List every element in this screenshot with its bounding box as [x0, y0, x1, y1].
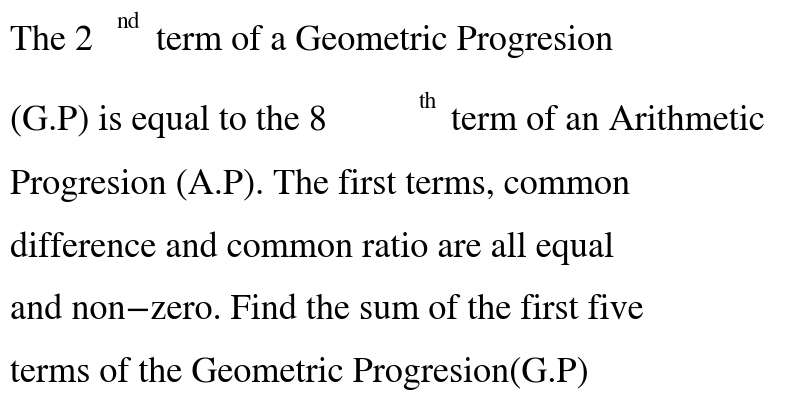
Text: Progresion (A.P). The first terms, common: Progresion (A.P). The first terms, commo… — [10, 169, 630, 202]
Text: term of a Geometric Progresion: term of a Geometric Progresion — [147, 25, 614, 58]
Text: terms of the Geometric Progresion(G.P): terms of the Geometric Progresion(G.P) — [10, 357, 588, 390]
Text: difference and common ratio are all equal: difference and common ratio are all equa… — [10, 232, 614, 265]
Text: (G.P) is equal to the 8: (G.P) is equal to the 8 — [10, 104, 326, 138]
Text: term of an Arithmetic: term of an Arithmetic — [442, 104, 765, 138]
Text: nd: nd — [117, 12, 140, 33]
Text: th: th — [418, 92, 437, 113]
Text: The 2: The 2 — [10, 25, 93, 58]
Text: and non−zero. Find the sum of the first five: and non−zero. Find the sum of the first … — [10, 295, 643, 328]
